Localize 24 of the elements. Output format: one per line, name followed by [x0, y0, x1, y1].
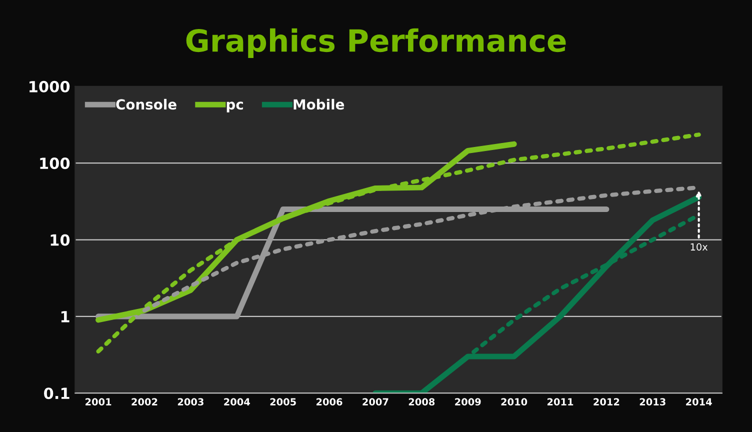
y-tick-label: 0.1	[44, 388, 70, 400]
x-tick-label: 2004	[224, 398, 250, 406]
x-tick-label: 2010	[501, 398, 528, 406]
x-tick-label: 2005	[270, 398, 296, 406]
y-tick-label: 1	[61, 311, 70, 322]
x-tick-label: 2008	[408, 398, 435, 406]
legend-label: Console	[116, 98, 176, 110]
x-tick-label: 2013	[640, 398, 666, 406]
chart-title: Graphics Performance	[186, 28, 566, 58]
x-tick-label: 2011	[547, 398, 574, 406]
x-tick-label: 2012	[594, 398, 620, 406]
y-tick-label: 10	[50, 234, 70, 246]
x-tick-label: 2003	[178, 398, 204, 406]
x-tick-label: 2007	[362, 398, 388, 406]
x-tick-label: 2001	[86, 398, 112, 406]
x-tick-label: 2014	[686, 398, 712, 406]
x-tick-label: 2006	[316, 398, 342, 406]
y-tick-label: 1000	[30, 80, 70, 92]
annotation: 10x	[690, 243, 708, 251]
x-tick-label: 2002	[132, 398, 158, 406]
legend-label: pc	[226, 102, 243, 112]
legend-label: Mobile	[294, 98, 344, 110]
y-tick-label: 100	[40, 158, 70, 170]
x-tick-label: 2009	[455, 398, 481, 406]
